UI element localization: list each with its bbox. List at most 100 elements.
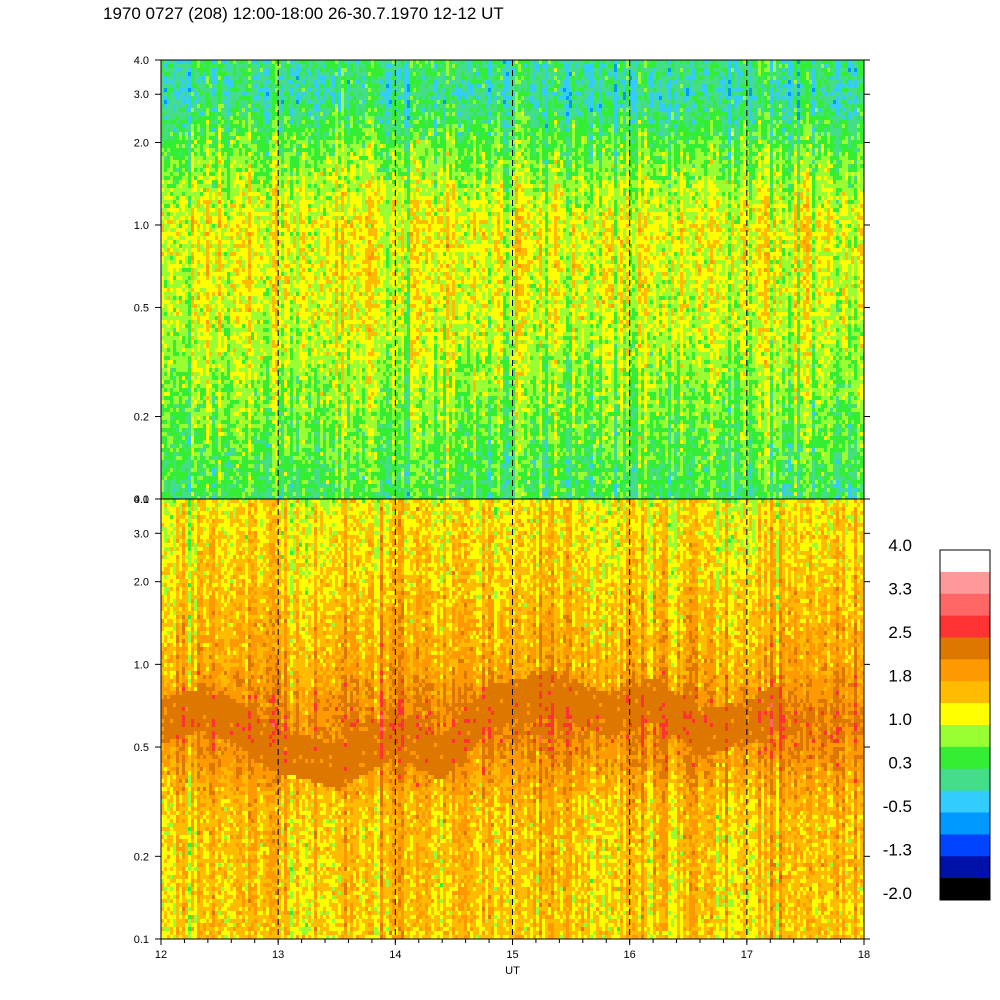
heatmap-cell	[278, 288, 281, 292]
heatmap-cell	[287, 164, 290, 168]
heatmap-cell	[242, 292, 245, 296]
heatmap-cell	[290, 296, 293, 300]
heatmap-cell	[266, 64, 269, 68]
heatmap-cell	[176, 172, 179, 176]
heatmap-cell	[230, 444, 233, 448]
heatmap-cell	[167, 240, 170, 244]
heatmap-cell	[179, 120, 182, 124]
heatmap-cell	[227, 272, 230, 276]
heatmap-cell	[179, 84, 182, 88]
heatmap-cell	[209, 148, 212, 152]
heatmap-cell	[257, 152, 260, 156]
heatmap-cell	[212, 360, 215, 364]
heatmap-cell	[179, 340, 182, 344]
heatmap-cell	[185, 64, 188, 68]
heatmap-cell	[248, 192, 251, 196]
heatmap-cell	[227, 156, 230, 160]
heatmap-cell	[236, 196, 239, 200]
heatmap-cell	[173, 208, 176, 212]
heatmap-cell	[161, 188, 164, 192]
heatmap-cell	[191, 412, 194, 416]
heatmap-cell	[266, 172, 269, 176]
heatmap-cell	[170, 460, 173, 464]
heatmap-cell	[206, 344, 209, 348]
heatmap-cell	[221, 304, 224, 308]
heatmap-cell	[200, 404, 203, 408]
heatmap-cell	[197, 384, 200, 388]
heatmap-cell	[293, 188, 296, 192]
heatmap-cell	[275, 480, 278, 484]
heatmap-cell	[170, 180, 173, 184]
heatmap-cell	[209, 72, 212, 76]
heatmap-cell	[248, 184, 251, 188]
heatmap-cell	[176, 144, 179, 148]
heatmap-cell	[245, 152, 248, 156]
heatmap-cell	[263, 432, 266, 436]
heatmap-cell	[281, 140, 284, 144]
heatmap-cell	[161, 268, 164, 272]
heatmap-cell	[176, 64, 179, 68]
heatmap-cell	[221, 424, 224, 428]
heatmap-cell	[218, 332, 221, 336]
heatmap-cell	[257, 316, 260, 320]
heatmap-cell	[254, 176, 257, 180]
heatmap-cell	[293, 132, 296, 136]
heatmap-cell	[236, 380, 239, 384]
heatmap-cell	[272, 328, 275, 332]
heatmap-cell	[236, 176, 239, 180]
heatmap-cell	[200, 204, 203, 208]
heatmap-cell	[212, 372, 215, 376]
heatmap-cell	[293, 184, 296, 188]
heatmap-cell	[221, 468, 224, 472]
heatmap-cell	[266, 496, 269, 499]
heatmap-cell	[278, 420, 281, 424]
heatmap-cell	[266, 304, 269, 308]
heatmap-cell	[188, 472, 191, 476]
heatmap-cell	[251, 164, 254, 168]
heatmap-cell	[257, 220, 260, 224]
heatmap-cell	[170, 256, 173, 260]
heatmap-cell	[266, 200, 269, 204]
heatmap-cell	[191, 184, 194, 188]
heatmap-cell	[260, 356, 263, 360]
heatmap-cell	[209, 248, 212, 252]
heatmap-cell	[224, 104, 227, 108]
heatmap-cell	[197, 380, 200, 384]
heatmap-cell	[239, 424, 242, 428]
heatmap-cell	[233, 232, 236, 236]
heatmap-cell	[176, 408, 179, 412]
heatmap-cell	[185, 280, 188, 284]
heatmap-cell	[230, 60, 233, 64]
heatmap-cell	[179, 236, 182, 240]
heatmap-cell	[260, 204, 263, 208]
heatmap-cell	[284, 288, 287, 292]
heatmap-cell	[170, 472, 173, 476]
heatmap-cell	[182, 80, 185, 84]
heatmap-cell	[206, 380, 209, 384]
heatmap-cell	[212, 140, 215, 144]
heatmap-cell	[236, 260, 239, 264]
heatmap-cell	[245, 76, 248, 80]
heatmap-cell	[263, 100, 266, 104]
heatmap-cell	[254, 236, 257, 240]
heatmap-cell	[281, 168, 284, 172]
heatmap-cell	[203, 480, 206, 484]
heatmap-cell	[194, 96, 197, 100]
heatmap-cell	[212, 316, 215, 320]
heatmap-cell	[245, 276, 248, 280]
heatmap-cell	[233, 116, 236, 120]
heatmap-cell	[248, 348, 251, 352]
heatmap-cell	[239, 452, 242, 456]
heatmap-cell	[275, 260, 278, 264]
heatmap-cell	[182, 64, 185, 68]
heatmap-cell	[290, 112, 293, 116]
heatmap-cell	[224, 68, 227, 72]
heatmap-cell	[275, 420, 278, 424]
heatmap-cell	[185, 444, 188, 448]
heatmap-cell	[218, 468, 221, 472]
heatmap-cell	[215, 324, 218, 328]
heatmap-cell	[239, 372, 242, 376]
heatmap-cell	[254, 416, 257, 420]
heatmap-cell	[281, 204, 284, 208]
heatmap-cell	[191, 432, 194, 436]
